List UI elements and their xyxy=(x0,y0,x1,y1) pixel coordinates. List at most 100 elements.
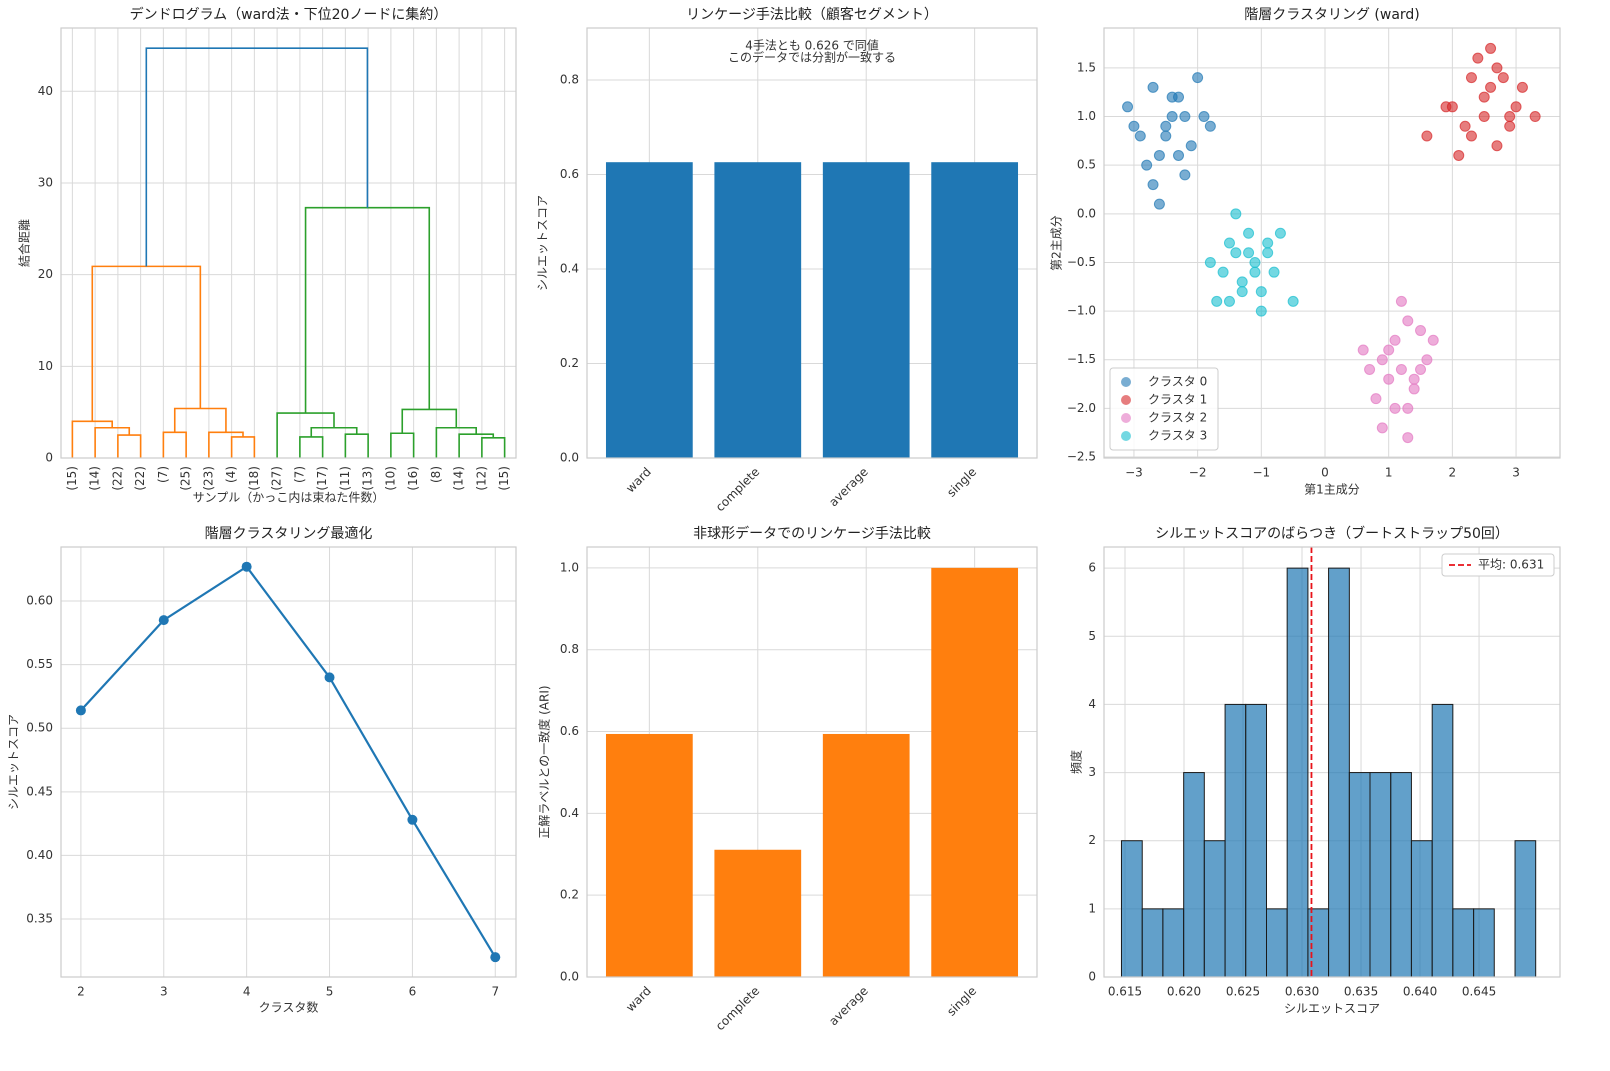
x-tick-label: average xyxy=(826,465,871,510)
x-tick-label: 0 xyxy=(1321,466,1329,480)
scatter-point xyxy=(1217,266,1229,278)
axes-frame xyxy=(586,546,1038,978)
plot-area xyxy=(61,28,516,458)
x-tick-label: complete xyxy=(713,465,763,515)
scatter-point xyxy=(1376,354,1388,366)
scatter-point xyxy=(1173,149,1185,161)
scatter-point xyxy=(1408,383,1420,395)
scatter-point xyxy=(1478,91,1490,103)
x-tick-label: 0.635 xyxy=(1344,985,1378,999)
histogram-bar xyxy=(1224,703,1247,978)
scatter-point xyxy=(1402,315,1414,327)
scatter-point xyxy=(1415,363,1427,375)
y-tick-label: 20 xyxy=(38,267,53,281)
y-tick-label: −2.5 xyxy=(1067,450,1096,464)
x-tick-label: average xyxy=(826,984,871,1029)
bar xyxy=(931,162,1019,458)
y-axis-label: 頻度 xyxy=(1069,750,1084,774)
scatter-point xyxy=(1504,111,1516,123)
y-tick-label: 0.2 xyxy=(560,356,579,370)
dendrogram-link xyxy=(276,412,335,458)
scatter-point xyxy=(1147,179,1159,191)
bar xyxy=(714,849,802,977)
y-axis-label: 正解ラベルとの一致度 (ARI) xyxy=(537,685,552,838)
legend-label: クラスタ 2 xyxy=(1148,411,1207,425)
x-tick-label: 2 xyxy=(77,985,85,999)
y-tick-label: 0.35 xyxy=(26,912,53,926)
x-tick-label: 0.615 xyxy=(1108,985,1142,999)
scatter-point xyxy=(1160,120,1172,132)
scatter-point xyxy=(1287,295,1299,307)
scatter-point xyxy=(1383,344,1395,356)
histogram-bar xyxy=(1369,772,1392,978)
scatter-point xyxy=(1236,286,1248,298)
legend-label: 平均: 0.631 xyxy=(1478,558,1544,572)
y-tick-label: 0 xyxy=(1088,970,1096,984)
leaf-label: (12) xyxy=(474,466,488,491)
y-tick-label: 10 xyxy=(38,359,53,373)
scatter-point xyxy=(1485,42,1497,54)
scatter-point xyxy=(1383,373,1395,385)
scatter-point xyxy=(1230,208,1242,220)
scatter-point xyxy=(1427,334,1439,346)
scatter-point xyxy=(1491,62,1503,74)
legend-marker xyxy=(1121,431,1131,441)
axes-frame xyxy=(60,27,517,459)
y-tick-label: 2 xyxy=(1088,833,1096,847)
leaf-label: (7) xyxy=(292,466,306,483)
scatter-point xyxy=(1421,354,1433,366)
scatter-point xyxy=(1223,237,1235,249)
scatter-point xyxy=(1141,159,1153,171)
histogram-bar xyxy=(1514,840,1537,978)
x-tick-label: ward xyxy=(623,984,654,1015)
scatter-point xyxy=(1134,130,1146,142)
leaf-label: (7) xyxy=(156,466,170,483)
y-tick-label: 1.0 xyxy=(560,560,579,574)
dendrogram-link xyxy=(299,436,324,458)
scatter-point xyxy=(1472,52,1484,64)
scatter-point xyxy=(1357,344,1369,356)
scatter-point xyxy=(1128,120,1140,132)
y-tick-label: 0.4 xyxy=(560,806,579,820)
leaf-label: (13) xyxy=(361,466,375,491)
y-tick-label: 4 xyxy=(1088,697,1096,711)
histogram-bar xyxy=(1120,840,1143,978)
y-tick-label: 0.8 xyxy=(560,642,579,656)
histogram-bar xyxy=(1390,772,1412,978)
scatter-point xyxy=(1236,276,1248,288)
x-axis-label: サンプル（かっこ内は束ねた件数） xyxy=(193,490,385,505)
y-tick-label: 0.6 xyxy=(560,724,579,738)
x-tick-label: single xyxy=(944,465,979,500)
scatter-point xyxy=(1402,432,1414,444)
x-tick-label: single xyxy=(944,984,979,1019)
histogram-bar xyxy=(1431,703,1454,978)
scatter-point xyxy=(1395,295,1407,307)
y-axis-label: 第2主成分 xyxy=(1050,215,1064,271)
leaf-label: (4) xyxy=(224,466,238,483)
leaf-label: (11) xyxy=(338,466,352,491)
bar xyxy=(822,733,910,977)
scatter-point xyxy=(1389,402,1401,414)
leaf-label: (15) xyxy=(497,466,511,491)
legend-marker xyxy=(1121,377,1131,387)
line xyxy=(80,565,497,958)
histogram-bar xyxy=(1183,772,1205,978)
scatter-point xyxy=(1211,295,1223,307)
x-tick-label: 4 xyxy=(243,985,251,999)
x-tick-label: 1 xyxy=(1385,466,1393,480)
y-tick-label: 0.0 xyxy=(1077,206,1096,220)
x-tick-label: complete xyxy=(713,984,763,1034)
x-tick-label: 0.640 xyxy=(1403,985,1437,999)
legend-label: クラスタ 3 xyxy=(1148,429,1207,443)
scatter-point xyxy=(1510,101,1522,113)
histogram-bar xyxy=(1286,567,1309,978)
dendrogram-link xyxy=(117,434,142,458)
x-tick-label: 0.620 xyxy=(1167,985,1201,999)
scatter-point xyxy=(1243,247,1255,259)
legend-marker xyxy=(1121,395,1131,405)
histogram-bar xyxy=(1203,840,1226,978)
leaf-label: (8) xyxy=(429,466,443,483)
scatter-point xyxy=(1402,402,1414,414)
x-tick-label: 3 xyxy=(1512,466,1520,480)
legend-marker xyxy=(1121,413,1131,423)
